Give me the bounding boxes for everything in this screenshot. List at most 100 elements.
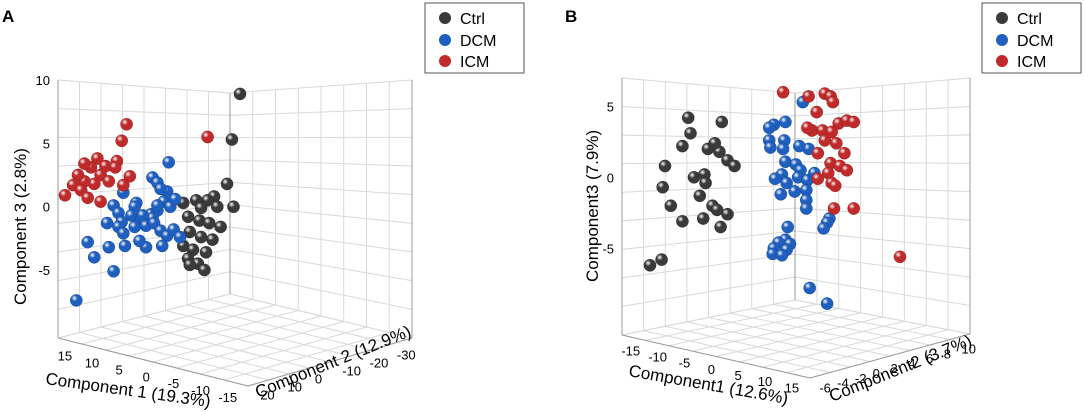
point-dcm xyxy=(799,202,813,215)
legend-marker-ctrl xyxy=(996,12,1008,24)
point-dcm xyxy=(155,239,169,253)
point-dcm xyxy=(817,221,831,235)
point-icm xyxy=(810,105,824,119)
data-points xyxy=(643,85,907,311)
x-tick-label: 15 xyxy=(58,349,72,364)
panel-label: B xyxy=(565,7,577,26)
x-tick-label: -10 xyxy=(191,383,210,398)
point-ctrl xyxy=(194,201,208,215)
point-ctrl xyxy=(197,263,211,277)
point-icm xyxy=(90,152,104,165)
axis-edge xyxy=(809,333,971,379)
y-tick-label: 10 xyxy=(288,380,302,395)
point-ctrl xyxy=(181,210,195,224)
point-ctrl xyxy=(225,133,239,146)
grid-line xyxy=(621,276,971,307)
axis-edge xyxy=(247,337,413,387)
point-dcm xyxy=(100,216,114,230)
point-dcm xyxy=(81,235,95,249)
point-ctrl xyxy=(656,180,670,194)
y-tick-label: 20 xyxy=(260,388,274,403)
point-dcm xyxy=(173,230,187,244)
point-ctrl xyxy=(199,245,213,259)
grid-line xyxy=(730,312,911,351)
legend-label-icm: ICM xyxy=(1017,54,1046,71)
y-tick-label: -20 xyxy=(370,356,389,371)
point-dcm xyxy=(168,192,182,206)
point-icm xyxy=(77,157,91,171)
point-icm xyxy=(828,179,842,193)
point-icm xyxy=(58,188,72,202)
x-tick-label: -5 xyxy=(679,356,691,371)
data-points xyxy=(58,87,247,307)
point-dcm xyxy=(102,240,116,254)
tick-labels: 50-5-15 -10 -5 0 5 10 15 -6 -4 -2 0 2 4 6 8 10 xyxy=(602,99,976,395)
point-icm xyxy=(893,250,907,264)
point-ctrl xyxy=(658,159,672,173)
grid-line xyxy=(739,320,905,363)
point-dcm xyxy=(762,121,776,135)
point-icm xyxy=(116,178,130,192)
grid-line xyxy=(152,315,322,363)
point-dcm xyxy=(763,141,777,154)
point-ctrl xyxy=(183,225,197,239)
x-tick-label: -15 xyxy=(621,343,640,358)
grid-line xyxy=(773,303,951,340)
point-ctrl xyxy=(664,199,678,213)
axis-edge xyxy=(57,337,249,387)
point-icm xyxy=(71,168,85,182)
point-dcm xyxy=(776,142,790,156)
point-dcm xyxy=(162,155,176,169)
point-ctrl xyxy=(684,126,697,140)
point-ctrl xyxy=(708,136,722,150)
legend-label-ctrl: Ctrl xyxy=(1017,11,1042,28)
grid-line xyxy=(621,105,971,117)
point-icm xyxy=(826,95,840,109)
x-tick-label: -5 xyxy=(168,376,180,391)
point-dcm xyxy=(820,297,834,311)
x-tick-label: 10 xyxy=(758,374,772,389)
point-dcm xyxy=(774,187,788,201)
point-ctrl xyxy=(214,220,228,234)
point-icm xyxy=(115,134,129,148)
y-tick-label: 2 xyxy=(890,361,897,376)
point-ctrl xyxy=(206,233,219,247)
panel-label: A xyxy=(2,7,14,26)
y-axis-label: Component 2 (12.9%) xyxy=(252,322,413,402)
point-dcm xyxy=(768,172,782,186)
panel-a: A 10 5 0 -5 15 10 5 0 -5 -10 -15 20 10 0 -10 -20 -30 Com… xyxy=(2,2,525,411)
point-ctrl xyxy=(693,189,707,203)
grid-line xyxy=(715,316,883,357)
point-icm xyxy=(123,169,137,183)
point-icm xyxy=(94,195,108,209)
point-icm xyxy=(837,146,851,160)
y-tick-label: 0 xyxy=(873,366,880,381)
y-tick-label: 4 xyxy=(908,356,915,371)
point-ctrl xyxy=(675,139,689,153)
point-dcm xyxy=(788,185,802,198)
point-dcm xyxy=(69,293,83,307)
legend-label-ctrl: Ctrl xyxy=(460,11,485,28)
x-tick-label: -15 xyxy=(218,390,237,405)
point-icm xyxy=(847,115,861,129)
point-dcm xyxy=(118,239,132,253)
point-dcm xyxy=(150,198,164,212)
y-tick-label: 6 xyxy=(926,351,933,366)
tick-labels: 10 5 0 -5 15 10 5 0 -5 -10 -15 20 10 0 -10 -20 -30 xyxy=(36,73,416,405)
grid-line xyxy=(165,310,351,357)
point-ctrl xyxy=(721,207,734,221)
legend-marker-icm xyxy=(996,55,1008,67)
z-tick-label: 0 xyxy=(607,170,614,185)
point-ctrl xyxy=(714,220,728,234)
grid-line xyxy=(57,108,413,116)
point-icm xyxy=(818,133,832,147)
point-ctrl xyxy=(220,177,234,191)
z-tick-label: -5 xyxy=(38,263,50,278)
point-ctrl xyxy=(643,258,657,272)
x-tick-label: -10 xyxy=(648,350,667,365)
y-tick-label: -2 xyxy=(855,371,867,386)
legend: Ctrl DCM ICM xyxy=(424,2,525,74)
point-ctrl xyxy=(655,253,669,267)
grid-line xyxy=(751,308,931,346)
